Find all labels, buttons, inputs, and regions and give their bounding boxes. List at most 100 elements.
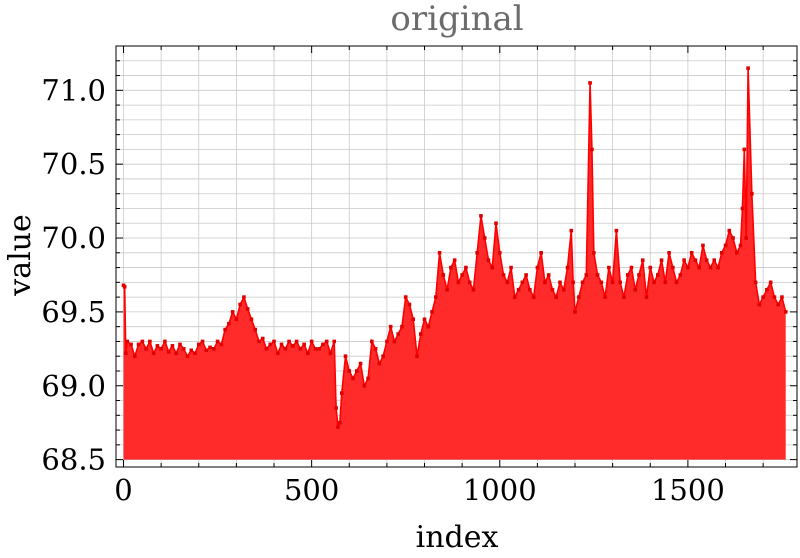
data-point [655,273,660,277]
data-point [166,349,171,354]
data-point [178,342,182,347]
data-point [155,344,160,348]
data-point [193,351,197,356]
data-point [441,273,446,277]
data-point [663,280,668,285]
data-point [456,280,461,285]
data-point [181,347,186,351]
data-point [644,295,649,299]
data-point [370,339,374,344]
data-point [595,273,600,277]
data-point [366,376,370,381]
data-point [381,354,385,359]
data-point [283,347,288,351]
data-point [129,342,133,347]
data-point [750,191,754,196]
data-point [418,332,423,336]
data-point [343,354,348,359]
data-point [223,327,227,332]
data-point [174,351,178,356]
data-point [674,280,679,285]
data-point [185,354,190,359]
data-point [494,221,498,226]
y-axis-label: value [3,214,38,297]
data-point [264,347,269,351]
axis-ticks [116,45,797,467]
data-point [490,265,495,270]
data-point [569,228,574,233]
data-point [513,295,517,299]
data-point [768,280,773,285]
x-tick-label: 500 [284,473,339,507]
data-point [227,321,231,326]
data-point [689,251,694,255]
data-point [482,236,487,240]
data-point [561,287,566,292]
data-point [334,406,338,410]
data-point [272,339,276,344]
data-point [332,339,337,344]
data-point [757,302,762,307]
data-point [697,265,701,270]
data-point [637,273,641,277]
data-point [753,280,758,285]
data-point [614,228,619,233]
data-point [204,348,209,353]
data-point [783,310,788,314]
data-point [407,302,412,307]
data-point [200,339,205,344]
data-point [313,347,318,351]
data-point [159,347,163,351]
data-point [215,339,220,344]
y-tick-label: 71.0 [41,73,106,107]
data-point [452,258,457,262]
data-point [588,81,592,85]
data-point [373,347,378,351]
data-point [358,361,363,366]
data-point [339,391,344,395]
data-point [324,339,329,344]
data-point [249,317,254,322]
data-point [396,332,400,336]
data-point [464,265,468,270]
data-point [667,251,671,255]
y-tick-label: 70.5 [41,147,106,181]
data-point [336,425,340,429]
data-point [640,258,645,262]
data-point [437,251,442,255]
data-point [509,265,513,270]
data-point [422,317,427,322]
data-point [212,347,216,351]
y-axis-tick-labels: 68.5 69.0 69.5 70.0 70.5 71.0 [41,73,106,476]
data-point [338,420,342,425]
data-point [294,339,299,344]
data-point [467,280,472,285]
data-point [328,351,333,356]
data-point [607,265,611,270]
data-point [592,251,596,255]
data-point [403,295,408,299]
data-point [712,258,717,262]
data-point [309,339,314,344]
data-point [701,243,705,248]
data-point [524,273,528,277]
data-point [385,339,389,344]
data-point [682,258,686,262]
data-point [618,280,622,285]
data-point [260,336,265,341]
y-tick-label: 70.0 [41,221,106,255]
data-point [189,348,194,353]
data-point [746,66,750,70]
data-point [659,258,664,262]
plot-frame [115,45,798,468]
data-point [738,243,743,248]
data-point [543,280,547,285]
data-point [253,327,258,332]
data-point [742,147,747,152]
data-point [257,339,261,344]
data-point [475,251,479,255]
data-point [449,265,453,270]
data-point [558,280,562,285]
data-point [234,317,239,322]
data-point [415,354,419,359]
